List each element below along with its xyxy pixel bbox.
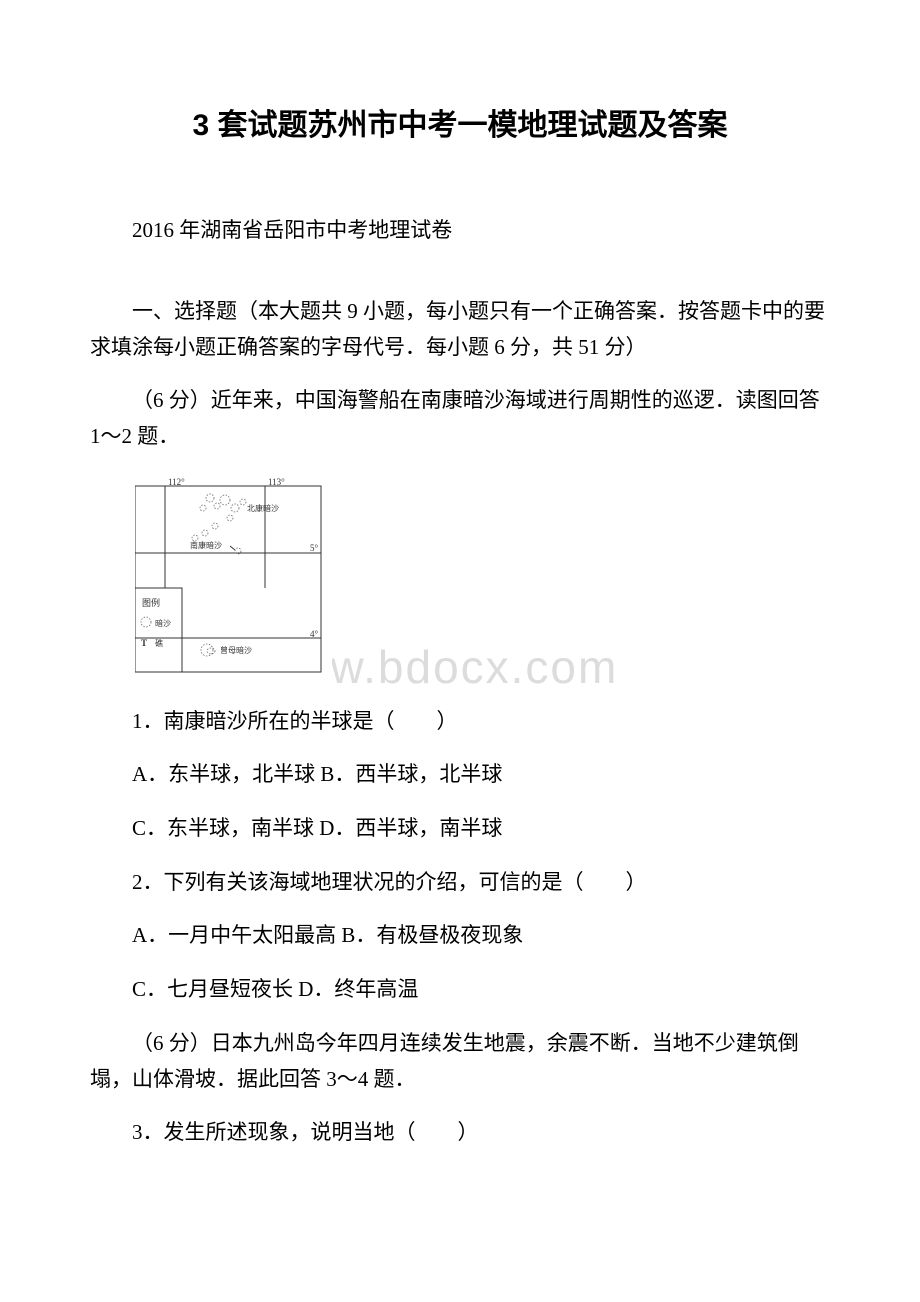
section-heading: 一、选择题（本大题共 9 小题，每小题只有一个正确答案．按答题卡中的要求填涂每小… (90, 294, 830, 365)
question-2: 2．下列有关该海域地理状况的介绍，可信的是（ ） (90, 866, 830, 900)
question-2-options-cd: C．七月昼短夜长 D．终年高温 (90, 973, 830, 1007)
question-1-options-ab: A．东半球，北半球 B．西半球，北半球 (90, 758, 830, 792)
question-3: 3．发生所述现象，说明当地（ ） (90, 1116, 830, 1150)
legend-title: 图例 (142, 597, 160, 608)
context-2: （6 分）日本九州岛今年四月连续发生地震，余震不断．当地不少建筑倒塌，山体滑坡．… (90, 1026, 830, 1097)
latitude-label-4: 4° (310, 629, 319, 639)
question-2-options-ab: A．一月中午太阳最高 B．有极昼极夜现象 (90, 919, 830, 953)
zengmu-label: 曾母暗沙 (220, 645, 252, 655)
legend-t-symbol: T (141, 638, 147, 648)
context-1: （6 分）近年来，中国海警船在南康暗沙海域进行周期性的巡逻．读图回答 1～2 题… (90, 383, 830, 454)
beikang-label: 北康暗沙 (247, 503, 279, 513)
nankang-label: 南康暗沙 (190, 540, 222, 550)
legend-item-2: 礁 (155, 638, 163, 648)
question-1-options-cd: C．东半球，南半球 D．西半球，南半球 (90, 812, 830, 846)
map-figure: 112° 113° 5° 4° 北康暗沙 (122, 473, 332, 683)
latitude-label-5: 5° (310, 543, 319, 553)
longitude-label-113: 113° (268, 478, 285, 487)
document-title: 3 套试题苏州市中考一模地理试题及答案 (90, 100, 830, 144)
map-svg: 112° 113° 5° 4° 北康暗沙 (135, 478, 325, 678)
map-figure-container: 112° 113° 5° 4° 北康暗沙 (122, 473, 830, 683)
legend-item-1: 暗沙 (155, 618, 171, 628)
document-subtitle: 2016 年湖南省岳阳市中考地理试卷 (90, 214, 830, 244)
longitude-label-112: 112° (168, 478, 185, 487)
question-1: 1．南康暗沙所在的半球是（ ） (90, 705, 830, 739)
